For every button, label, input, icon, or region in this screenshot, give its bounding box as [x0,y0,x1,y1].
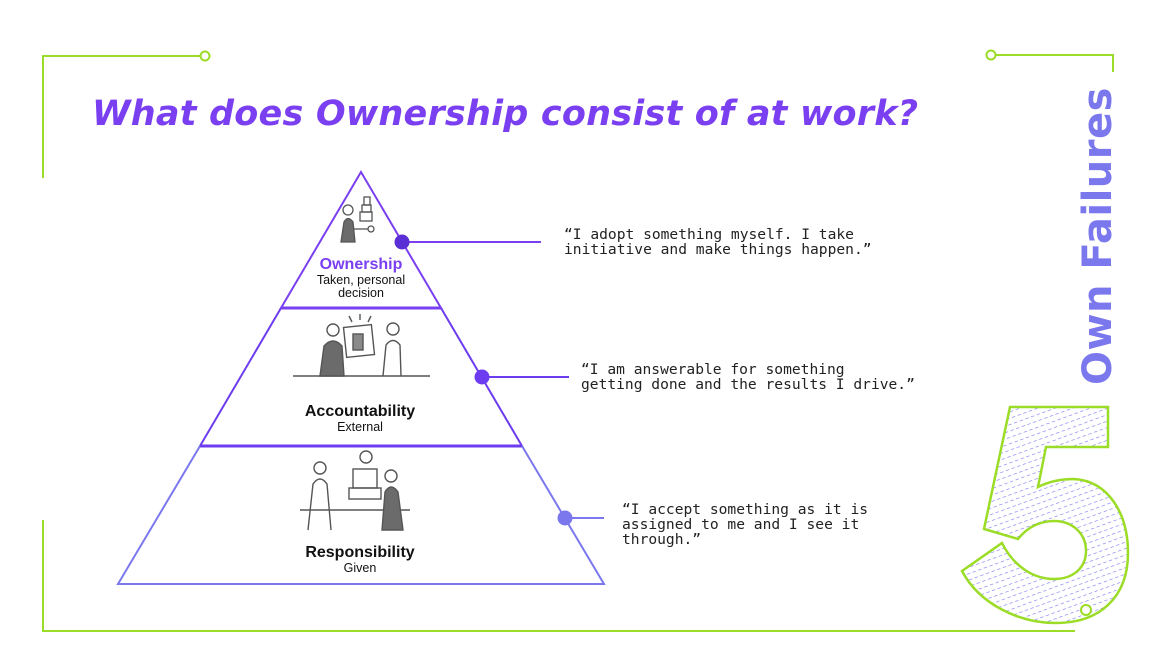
quote-accountability: “I am answerable for something getting d… [581,361,915,393]
level-ownership-name: Ownership [319,256,403,273]
level-responsibility: Responsibility Given [275,544,445,575]
connector-dot-accountability [474,369,490,385]
level-accountability: Accountability External [275,403,445,434]
quote-ownership: “I adopt something myself. I take initia… [564,226,872,258]
connector-dot-ownership [394,234,410,250]
person-idea-icon [340,196,375,243]
meeting-icon [300,450,410,531]
page-title: What does Ownership consist of at work? [92,94,919,134]
number-mark: 5 [1040,520,1041,521]
level-accountability-name: Accountability [304,403,416,420]
level-responsibility-name: Responsibility [305,544,415,561]
presentation-icon [293,314,430,377]
level-responsibility-subtitle: Given [343,561,377,575]
connector-dot-responsibility [557,510,573,526]
number-five-graphic [960,405,1130,625]
quote-responsibility: “I accept something as it is assigned to… [622,501,869,548]
level-ownership: Ownership Taken, personal decision [296,256,426,300]
level-accountability-subtitle: External [337,420,383,434]
level-ownership-subtitle: Taken, personal decision [316,273,406,300]
